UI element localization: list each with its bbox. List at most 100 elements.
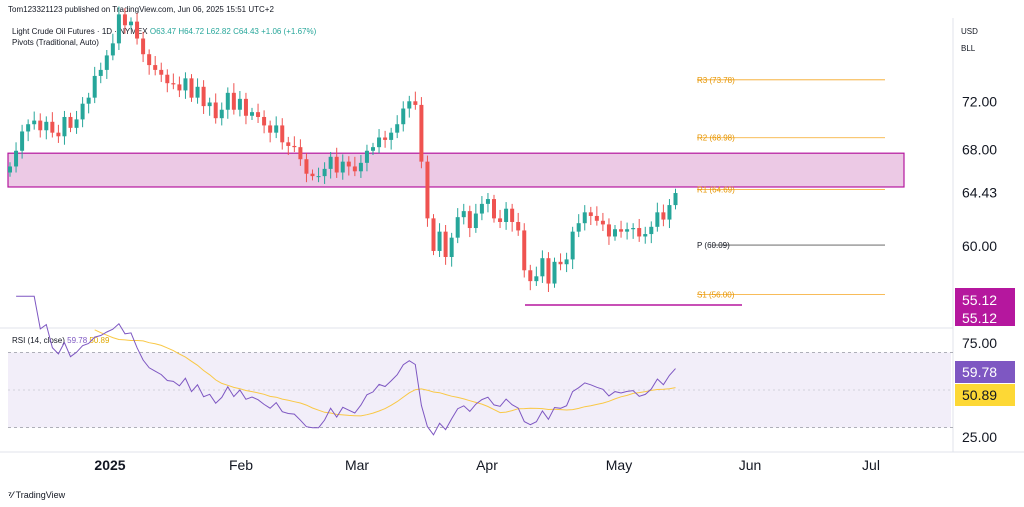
candle-body — [322, 168, 327, 177]
candle-body — [352, 166, 357, 172]
candle-body — [44, 121, 49, 131]
candle-body — [534, 276, 539, 282]
candle-body — [425, 161, 430, 219]
rsi-legend[interactable]: RSI (14, close) 59.78 50.89 — [12, 336, 109, 345]
candle-body — [667, 205, 672, 220]
candle-body — [334, 156, 339, 173]
candle-body — [116, 14, 121, 44]
candle-body — [625, 229, 630, 232]
candle-body — [413, 101, 418, 105]
candle-body — [540, 258, 545, 277]
currency-label[interactable]: USD — [961, 27, 978, 36]
candle-body — [262, 116, 267, 126]
candle-body — [613, 229, 617, 237]
candle-body — [576, 223, 581, 232]
candle-body — [655, 212, 660, 227]
candle-body — [492, 199, 496, 219]
candle-body — [256, 112, 261, 117]
candle-body — [564, 259, 569, 265]
candle-body — [673, 193, 678, 206]
candle-body — [68, 116, 73, 128]
candle-body — [371, 147, 375, 151]
candle-body — [461, 211, 466, 218]
candle-body — [56, 132, 61, 137]
candle-body — [419, 104, 424, 162]
time-tick-label: Jul — [862, 457, 880, 473]
candle-body — [631, 228, 636, 230]
candle-body — [207, 102, 212, 107]
candle-body — [250, 112, 254, 116]
rsi-legend-value: 59.78 — [67, 336, 88, 345]
rsi-tick-label: 75.00 — [962, 335, 997, 351]
support-badge — [955, 288, 1015, 326]
support-badge-label: 55.12 — [962, 310, 997, 326]
candle-body — [552, 261, 557, 284]
candle-body — [606, 224, 611, 237]
price-tick-label: 64.43 — [962, 185, 997, 201]
candle-body — [298, 147, 303, 160]
price-tick-label: 72.00 — [962, 93, 997, 109]
candle-body — [50, 121, 55, 133]
candle-body — [437, 231, 442, 251]
candle-body — [110, 43, 115, 56]
candle-body — [467, 211, 472, 229]
candle-body — [449, 237, 454, 257]
candle-body — [8, 166, 12, 173]
candle-body — [661, 212, 666, 220]
unit-label: BLL — [961, 44, 976, 53]
time-tick-label: Jun — [739, 457, 762, 473]
candle-body — [159, 69, 164, 75]
time-tick-label: 2025 — [94, 457, 125, 473]
price-tick-label: 60.00 — [962, 238, 997, 254]
candle-body — [92, 75, 97, 98]
candle-body — [364, 150, 369, 163]
candle-body — [558, 261, 563, 265]
candle-body — [389, 132, 394, 140]
candle-body — [510, 208, 515, 222]
candle-body — [213, 102, 218, 119]
candle-body — [473, 213, 478, 229]
tradingview-branding[interactable]: ⁷⁄ TradingView — [8, 490, 65, 500]
candle-body — [225, 92, 230, 110]
low-value: L62.82 — [206, 27, 231, 36]
candle-body — [171, 83, 176, 85]
candle-body — [274, 125, 279, 133]
candle-body — [504, 208, 509, 222]
rsi-value-badge-label: 59.78 — [962, 364, 997, 380]
symbol-legend[interactable]: Light Crude Oil Futures · 1D · NYMEX O63… — [12, 27, 316, 36]
candle-body — [237, 98, 242, 110]
pivot-label: R3 (73.78) — [697, 76, 735, 85]
resistance-zone — [7, 152, 905, 188]
rsi-tick-label: 25.00 — [962, 429, 997, 445]
candle-body — [268, 125, 273, 133]
rsi-ma-legend-value: 50.89 — [89, 336, 110, 345]
candle-body — [231, 92, 236, 110]
candle-body — [479, 203, 484, 214]
candle-body — [340, 161, 345, 173]
candle-body — [516, 221, 521, 231]
candle-body — [588, 212, 593, 216]
candle-body — [98, 69, 103, 76]
time-tick-label: May — [606, 457, 632, 473]
candle-body — [26, 124, 31, 132]
candle-body — [243, 98, 248, 116]
pivots-legend[interactable]: Pivots (Traditional, Auto) — [12, 38, 99, 47]
candle-body — [594, 215, 599, 221]
high-value: H64.72 — [178, 27, 205, 36]
change-value: +1.06 (+1.67%) — [261, 27, 317, 36]
candle-body — [619, 229, 624, 232]
tradingview-logo-icon: ⁷⁄ — [8, 490, 14, 500]
candle-body — [141, 38, 146, 55]
close-value: C64.43 — [233, 27, 259, 36]
candle-body — [431, 218, 436, 251]
publisher-line: Tom123321123 published on TradingView.co… — [8, 5, 274, 14]
candle-body — [147, 54, 152, 66]
rsi-legend-title: RSI (14, close) — [12, 336, 65, 345]
time-tick-label: Apr — [476, 457, 498, 473]
support-badge-label: 55.12 — [962, 292, 997, 308]
candle-body — [649, 226, 654, 235]
candle-body — [14, 150, 19, 167]
candle-body — [316, 176, 321, 178]
open-value: O63.47 — [149, 27, 177, 36]
